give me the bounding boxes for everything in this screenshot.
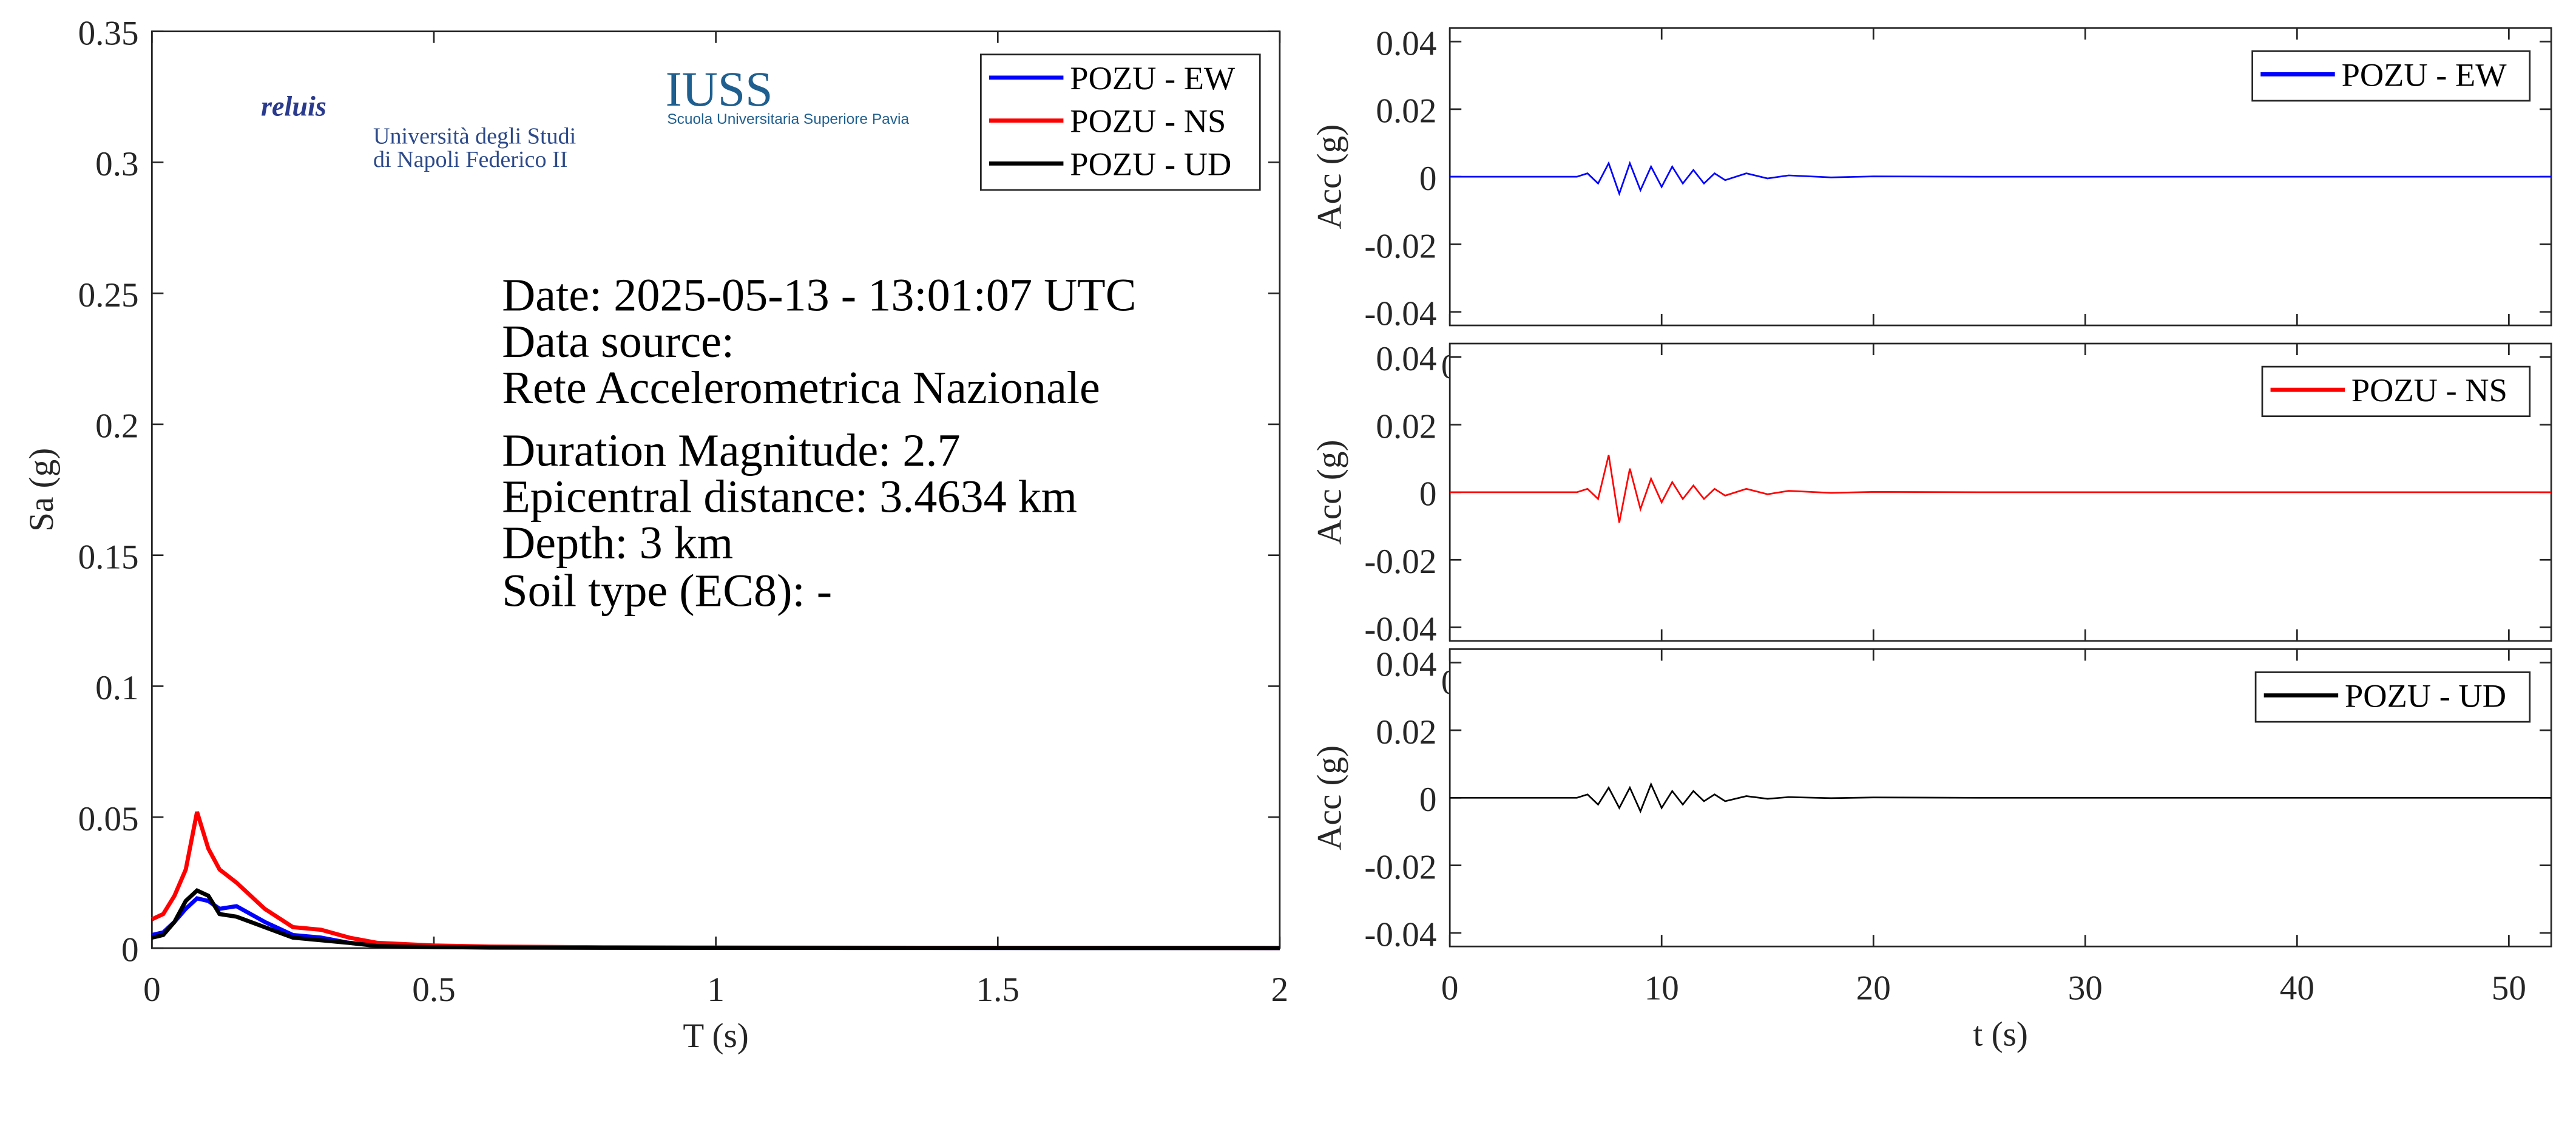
legend-box bbox=[2251, 50, 2531, 102]
y-axis-label: Acc (g) bbox=[1311, 439, 1349, 544]
x-axis-label: t (s) bbox=[1973, 1015, 2027, 1053]
x-tick-label: 40 bbox=[2280, 969, 2314, 1007]
y-tick-label: 0.02 bbox=[1376, 92, 1436, 131]
annotation: Epicentral distance: 3.4634 km bbox=[502, 472, 1077, 523]
y-tick-label: 0.02 bbox=[1376, 713, 1436, 751]
x-tick-label: 20 bbox=[1856, 969, 1891, 1007]
x-tick-label: 1 bbox=[707, 971, 725, 1009]
y-tick-label: -0.04 bbox=[1364, 295, 1436, 333]
logo-text: Scuola Universitaria Superiore Pavia bbox=[667, 111, 909, 127]
series-line bbox=[1450, 782, 2552, 814]
y-tick-label: -0.02 bbox=[1364, 543, 1436, 581]
y-axis-label: Acc (g) bbox=[1311, 124, 1349, 229]
legend-label: POZU - EW bbox=[2342, 56, 2507, 93]
annotation: Rete Accelerometrica Nazionale bbox=[502, 362, 1100, 413]
logo-text: di Napoli Federico II bbox=[373, 147, 567, 172]
x-tick-label: 2 bbox=[1271, 971, 1289, 1009]
y-tick-label: 0 bbox=[121, 931, 139, 969]
x-tick-label: 50 bbox=[2492, 969, 2526, 1007]
y-tick-label: 0.02 bbox=[1376, 407, 1436, 446]
x-tick-label: 1.5 bbox=[976, 971, 1019, 1009]
logo-texts: reluis Università degli Studi di Napoli … bbox=[261, 61, 910, 172]
annotation: Soil type (EC8): - bbox=[502, 566, 832, 617]
x-tick-label: 10 bbox=[1645, 969, 1679, 1007]
series-line bbox=[151, 887, 1280, 951]
y-tick-label: 0.15 bbox=[78, 538, 139, 576]
y-tick-label: 0.35 bbox=[78, 14, 139, 52]
y-tick-label: 0.25 bbox=[78, 276, 139, 314]
y-tick-label: 0.1 bbox=[95, 669, 138, 707]
x-tick-label: 0.5 bbox=[412, 971, 455, 1009]
y-tick-label: 0 bbox=[1419, 160, 1437, 198]
series-line bbox=[1450, 160, 2552, 197]
y-tick-label: -0.02 bbox=[1364, 848, 1436, 886]
y-tick-label: -0.04 bbox=[1364, 916, 1436, 954]
x-tick-label: 30 bbox=[2068, 969, 2103, 1007]
x-tick-label: 0 bbox=[1441, 969, 1459, 1007]
y-tick-label: 0.05 bbox=[78, 800, 139, 838]
annotation: Depth: 3 km bbox=[502, 518, 733, 569]
legend-label: POZU - NS bbox=[2351, 372, 2507, 409]
y-tick-label: 0.04 bbox=[1376, 340, 1436, 378]
legend-label: POZU - UD bbox=[2345, 678, 2506, 714]
y-tick-label: 0.2 bbox=[95, 407, 138, 446]
y-tick-label: -0.04 bbox=[1364, 610, 1436, 648]
annotation: Date: 2025-05-13 - 13:01:07 UTC bbox=[502, 270, 1136, 321]
y-tick-label: 0 bbox=[1419, 781, 1437, 819]
x-tick-label: 0 bbox=[143, 971, 161, 1009]
logo-text: Università degli Studi bbox=[373, 124, 576, 149]
y-tick-label: 0.3 bbox=[95, 145, 138, 183]
y-tick-label: 0 bbox=[1419, 475, 1437, 514]
annotation: Duration Magnitude: 2.7 bbox=[502, 425, 960, 476]
y-tick-label: 0.04 bbox=[1376, 645, 1436, 683]
y-axis-label: Sa (g) bbox=[22, 448, 61, 532]
annotation: Data source: bbox=[502, 316, 734, 367]
logo-text: IUSS bbox=[666, 61, 773, 117]
legend-label: POZU - NS bbox=[1070, 103, 1226, 140]
series-line bbox=[1450, 455, 2552, 523]
y-tick-label: -0.02 bbox=[1364, 227, 1436, 265]
y-axis-label: Acc (g) bbox=[1311, 745, 1349, 850]
y-tick-label: 0.04 bbox=[1376, 24, 1436, 63]
legend-label: POZU - EW bbox=[1070, 60, 1236, 97]
logo-text: reluis bbox=[261, 91, 326, 122]
x-axis-label: T (s) bbox=[683, 1017, 748, 1055]
legend-label: POZU - UD bbox=[1070, 146, 1231, 182]
